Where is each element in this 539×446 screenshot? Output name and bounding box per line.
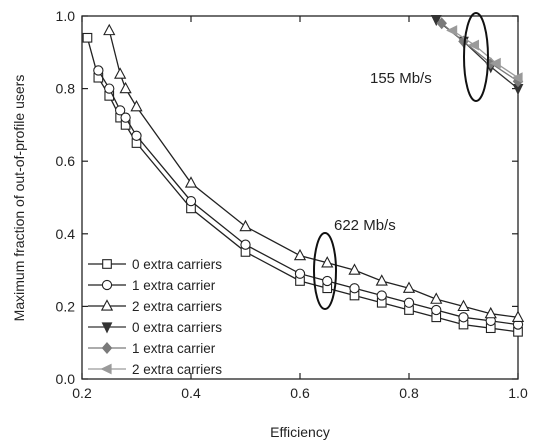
legend-label-0: 0 extra carriers: [132, 257, 222, 272]
data-point: [402, 281, 416, 293]
data-point: [114, 67, 127, 79]
y-tick-label: 0.2: [56, 298, 76, 314]
data-point: [511, 72, 523, 84]
data-point: [489, 57, 501, 69]
data-point: [239, 219, 252, 232]
data-point: [375, 274, 388, 286]
axis-ticks: 0.2 0.4 0.6 0.8 1.00.00.20.40.60.81.0: [56, 8, 528, 401]
legend-label-2: 2 extra carriers: [132, 299, 222, 314]
legend-label-1: 1 extra carrier: [132, 278, 216, 293]
legend-marker-5: [100, 363, 112, 375]
data-point: [119, 81, 132, 94]
x-tick-label: 0.8: [399, 385, 419, 401]
data-point: [103, 23, 116, 36]
x-tick-label: 0.2: [72, 385, 92, 401]
x-axis-label: Efficiency: [270, 424, 330, 440]
data-point: [131, 130, 142, 141]
annotation-ellipse-622: [313, 232, 337, 310]
legend-marker-2: [100, 299, 114, 311]
data-point: [403, 297, 415, 308]
data-point: [458, 312, 469, 323]
data-point: [436, 17, 447, 30]
data-point: [321, 256, 334, 268]
data-point: [82, 32, 93, 43]
data-point: [322, 275, 333, 287]
data-point: [430, 292, 443, 304]
data-point: [430, 15, 442, 27]
data-point: [467, 39, 479, 51]
data-point: [184, 176, 198, 188]
legend-marker-0: [102, 259, 112, 269]
data-point: [104, 83, 115, 94]
legend-marker-4: [101, 342, 113, 354]
y-tick-label: 0.8: [56, 81, 76, 97]
data-point: [348, 263, 361, 275]
y-axis-label: Maximum fraction of out-of-profile users: [11, 75, 27, 322]
data-point: [120, 112, 131, 123]
data-point: [93, 65, 104, 76]
data-point: [130, 99, 143, 112]
y-tick-label: 0.4: [56, 226, 76, 242]
x-tick-label: 0.4: [181, 385, 201, 401]
data-point: [115, 105, 126, 116]
data-point: [511, 310, 525, 322]
data-point: [185, 195, 197, 207]
y-tick-label: 0.6: [56, 153, 76, 169]
plot-area: [81, 15, 519, 380]
data-point: [484, 306, 497, 319]
series-line-5: [452, 29, 519, 79]
data-point: [293, 248, 307, 261]
annotations: 155 Mb/s 622 Mb/s: [313, 12, 489, 310]
series-2: [103, 23, 525, 322]
data-point: [240, 239, 251, 250]
x-tick-label: 1.0: [508, 385, 528, 401]
data-point: [431, 304, 442, 316]
annotation-622: 622 Mb/s: [334, 217, 396, 234]
data-point: [457, 299, 470, 312]
annotation-ellipse-155: [463, 12, 489, 102]
legend-marker-1: [101, 279, 113, 291]
data-point: [349, 283, 360, 294]
y-tick-label: 1.0: [56, 8, 76, 24]
series-5: [446, 25, 523, 84]
data-point: [376, 290, 387, 301]
data-point: [294, 268, 306, 279]
legend-label-5: 2 extra carriers: [132, 362, 222, 377]
legend: 0 extra carriers 1 extra carrier 2 extra c…: [88, 257, 222, 377]
y-tick-label: 0.0: [56, 371, 76, 387]
x-tick-label: 0.6: [290, 385, 310, 401]
annotation-155: 155 Mb/s: [370, 70, 432, 87]
legend-marker-3: [101, 322, 113, 334]
data-point: [446, 25, 458, 36]
legend-label-3: 0 extra carriers: [132, 320, 222, 335]
legend-label-4: 1 extra carrier: [132, 341, 216, 356]
